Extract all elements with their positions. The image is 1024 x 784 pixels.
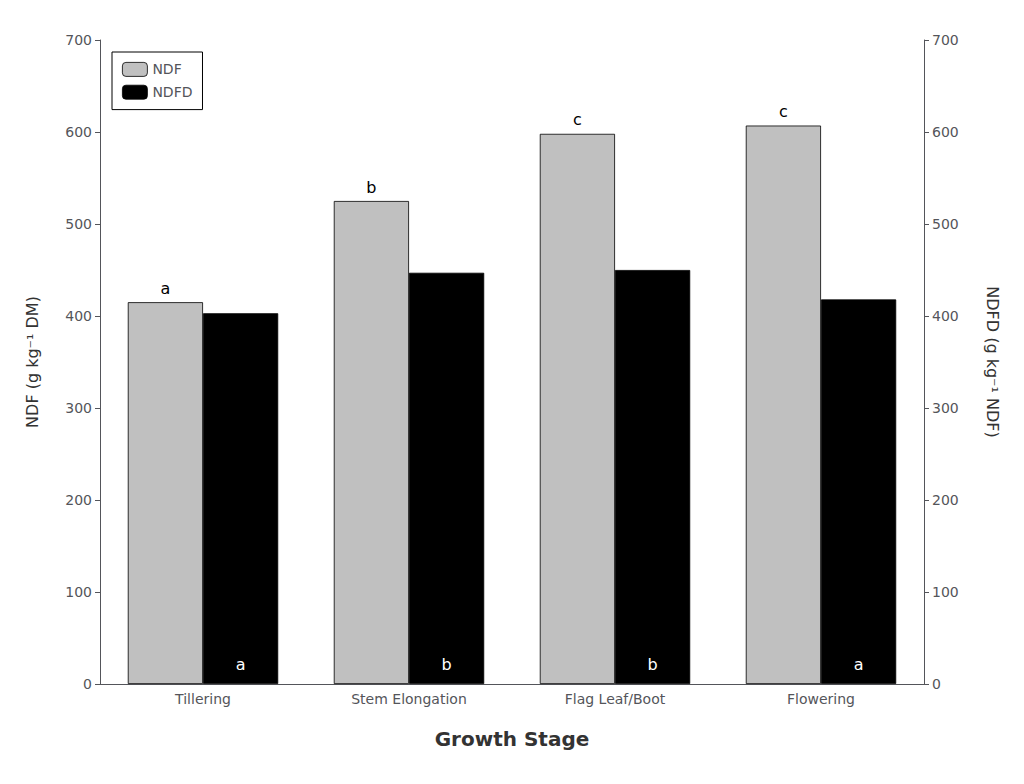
svg-text:b: b [442, 655, 452, 674]
svg-text:200: 200 [932, 492, 959, 508]
svg-text:c: c [573, 110, 582, 129]
svg-text:0: 0 [83, 676, 92, 692]
svg-text:c: c [779, 102, 788, 121]
svg-text:100: 100 [932, 584, 959, 600]
svg-text:NDFD (g kg⁻¹ NDF): NDFD (g kg⁻¹ NDF) [983, 286, 1002, 437]
svg-text:a: a [160, 279, 170, 298]
svg-text:600: 600 [932, 124, 959, 140]
svg-text:500: 500 [932, 216, 959, 232]
svg-text:Stem Elongation: Stem Elongation [351, 691, 467, 707]
svg-text:a: a [236, 655, 246, 674]
svg-text:Flowering: Flowering [787, 691, 855, 707]
svg-text:100: 100 [65, 584, 92, 600]
svg-text:400: 400 [932, 308, 959, 324]
svg-text:400: 400 [65, 308, 92, 324]
svg-text:b: b [366, 178, 376, 197]
svg-text:Flag Leaf/Boot: Flag Leaf/Boot [565, 691, 666, 707]
svg-text:NDFD: NDFD [152, 84, 192, 100]
svg-text:700: 700 [932, 32, 959, 48]
svg-text:700: 700 [65, 32, 92, 48]
svg-text:NDF: NDF [152, 61, 181, 77]
svg-text:200: 200 [65, 492, 92, 508]
svg-text:600: 600 [65, 124, 92, 140]
svg-text:500: 500 [65, 216, 92, 232]
svg-text:0: 0 [932, 676, 941, 692]
svg-text:Tillering: Tillering [174, 691, 231, 707]
svg-text:b: b [648, 655, 658, 674]
svg-text:NDF (g kg⁻¹ DM): NDF (g kg⁻¹ DM) [23, 296, 42, 428]
svg-text:300: 300 [65, 400, 92, 416]
svg-text:300: 300 [932, 400, 959, 416]
svg-text:a: a [854, 655, 864, 674]
svg-text:Growth Stage: Growth Stage [435, 727, 590, 751]
